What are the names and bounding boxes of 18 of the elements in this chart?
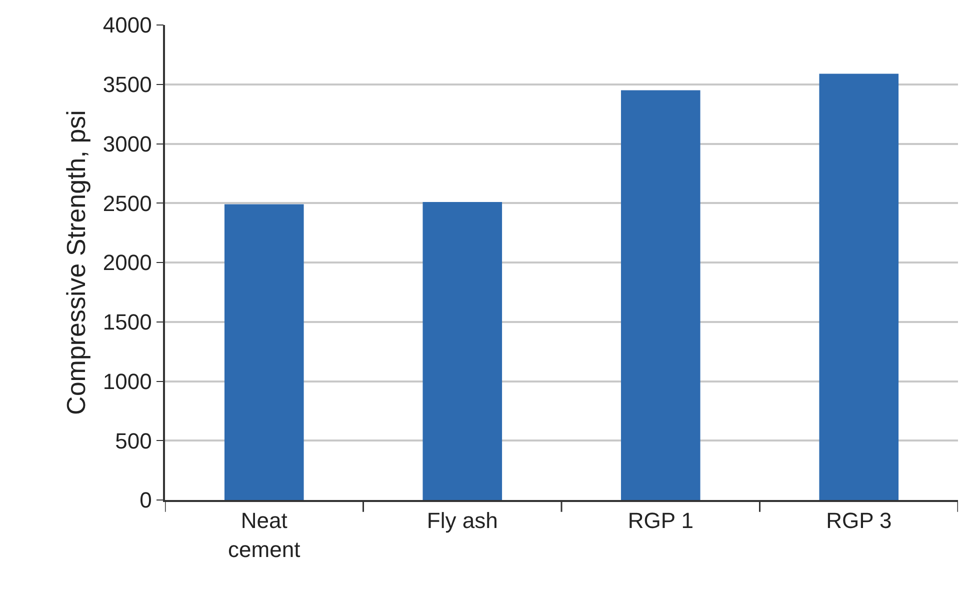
x-tick-label: RGP 3 [826,508,892,534]
y-tick-label: 1500 [102,310,152,335]
bar [224,204,304,500]
y-tick-label: 2500 [102,190,152,216]
bar [422,202,502,500]
y-tick-label: 1000 [102,368,152,394]
bar [620,90,700,500]
y-tick-label: 3000 [102,131,152,156]
y-tick-label: 3500 [102,72,152,98]
y-tick-label: 2000 [102,250,152,276]
x-tick-label: Fly ash [426,508,498,534]
y-axis-title: Compressive Strength, psi [60,110,91,415]
x-tick-label: RGP 1 [628,508,694,534]
y-tick-label: 0 [140,488,152,513]
x-tick-label: Neat cement [228,508,300,562]
y-tick-label: 4000 [102,12,152,38]
bar [819,74,899,500]
y-tick-label: 500 [115,428,152,454]
